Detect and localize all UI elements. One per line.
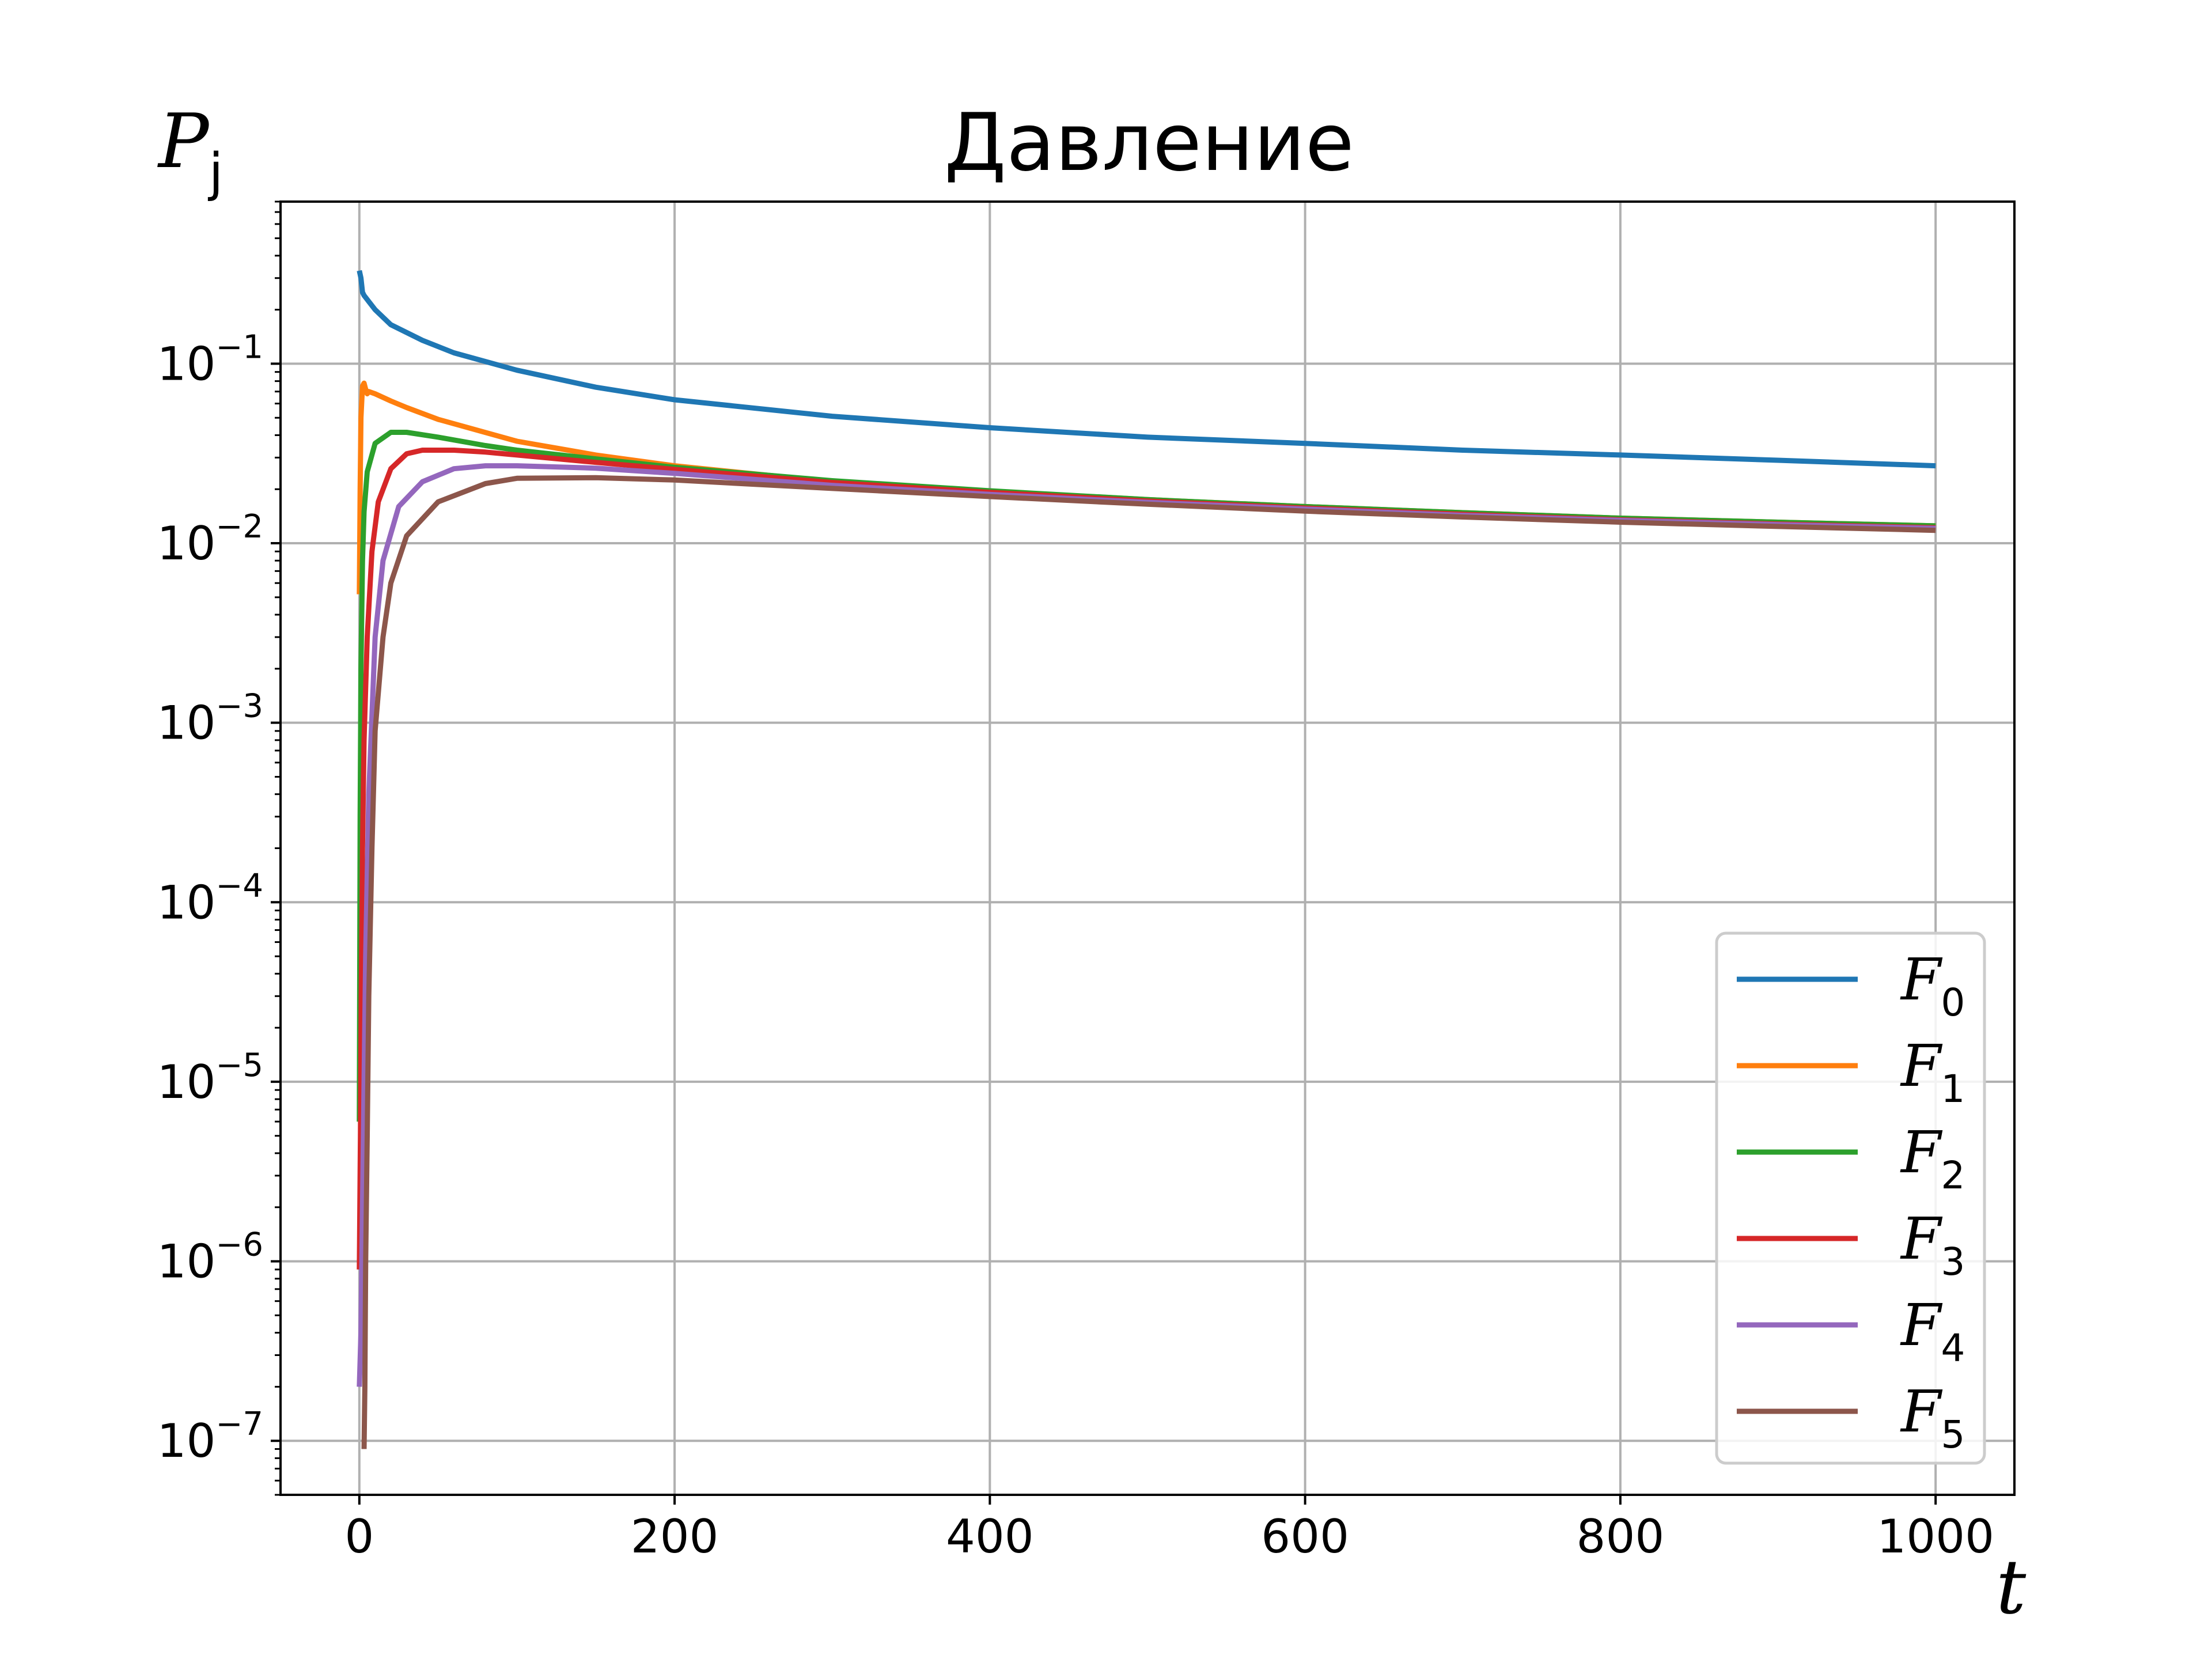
y-axis-label: Pj [157,97,224,203]
grid-layer [281,202,2014,1495]
x-axis-label: t [1996,1543,2027,1631]
y-tick-label: 10−2 [157,508,263,570]
tick-layer: 0 200 400 600 800 1000 10−7 10−6 10−5 10−4 10−3 10−… [157,200,1994,1563]
y-tick-label: 10−1 [157,328,263,391]
chart-title: Давление [944,96,1354,189]
x-tick-label: 0 [344,1510,374,1563]
legend-label: F1 [1900,1032,1965,1111]
legend-label: F2 [1900,1119,1965,1198]
legend-label: F5 [1900,1378,1965,1457]
legend-label: F4 [1900,1291,1965,1370]
legend-item-F4: F4 [1737,1291,1965,1370]
legend-item-F0: F0 [1737,946,1965,1025]
series-layer [357,270,1936,1449]
legend-item-F5: F5 [1737,1378,1965,1457]
x-tick-label: 600 [1261,1510,1349,1563]
legend-item-F2: F2 [1737,1119,1965,1198]
y-axis-label-sub: j [207,142,223,203]
series-line-F0 [357,270,1936,469]
x-tick-label: 1000 [1877,1510,1994,1563]
y-tick-label: 10−5 [157,1047,263,1109]
x-tick-label: 800 [1577,1510,1665,1563]
y-tick-label: 10−6 [157,1226,263,1289]
x-tick-label: 200 [631,1510,719,1563]
series-line-F5 [361,475,1936,1449]
y-tick-label: 10−7 [157,1406,263,1468]
y-tick-label: 10−4 [157,867,263,929]
legend-label: F3 [1900,1205,1965,1284]
x-tick-label: 400 [946,1510,1034,1563]
y-tick-label: 10−3 [157,688,263,750]
legend-item-F3: F3 [1737,1205,1965,1284]
legend-item-F1: F1 [1737,1032,1965,1111]
y-axis-label-base: P [157,97,210,185]
legend-label: F0 [1900,946,1965,1025]
